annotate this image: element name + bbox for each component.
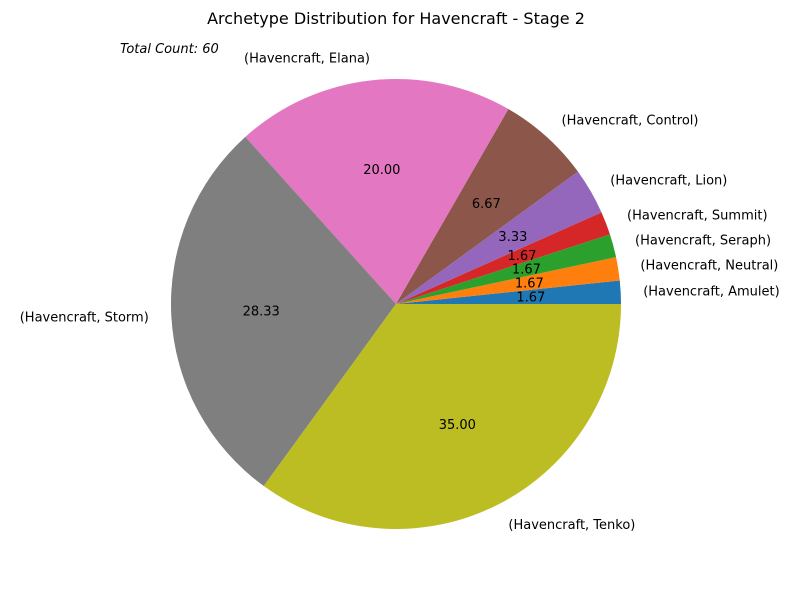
slice-category-label: (Havencraft, Neutral) [640, 259, 778, 274]
total-count-annotation: Total Count: 60 [120, 42, 219, 57]
pie-slice-5 [396, 109, 578, 304]
slice-percent-label: 1.67 [516, 290, 545, 305]
pie-slice-6 [245, 78, 509, 304]
slice-percent-label: 28.33 [243, 305, 280, 320]
slice-category-label: (Havencraft, Elana) [244, 51, 370, 66]
slice-percent-label: 20.00 [363, 163, 400, 178]
slice-category-label: (Havencraft, Tenko) [508, 518, 635, 533]
pie-slice-7 [170, 136, 396, 487]
chart-title: Archetype Distribution for Havencraft - … [207, 9, 585, 28]
slice-percent-label: 35.00 [439, 418, 476, 433]
pie-slice-3 [396, 212, 610, 304]
pie-slices [170, 78, 621, 530]
pie-slice-0 [396, 280, 621, 304]
slice-category-label: (Havencraft, Control) [562, 114, 699, 129]
slice-category-label: (Havencraft, Seraph) [635, 233, 771, 248]
pie-slice-1 [396, 257, 620, 304]
slice-percent-label: 6.67 [472, 197, 501, 212]
slice-category-label: (Havencraft, Storm) [20, 311, 149, 326]
slice-percent-label: 1.67 [515, 276, 544, 291]
slice-percent-label: 1.67 [512, 263, 541, 278]
slice-category-label: (Havencraft, Lion) [610, 174, 727, 189]
slice-percent-label: 1.67 [508, 249, 537, 264]
pie-slice-8 [263, 304, 621, 530]
slice-category-label: (Havencraft, Amulet) [643, 285, 780, 300]
slice-labels: 1.67 (Havencraft, Amulet) 1.67 (Havencraft,… [20, 51, 780, 533]
pie-slice-2 [396, 234, 617, 304]
pie-slice-4 [396, 171, 602, 304]
slice-percent-label: 3.33 [498, 230, 527, 245]
slice-category-label: (Havencraft, Summit) [627, 209, 768, 224]
